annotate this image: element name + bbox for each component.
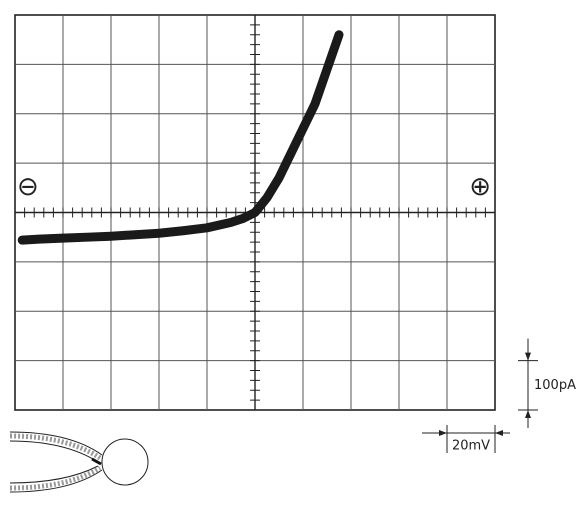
scale-label: 100pA — [534, 378, 576, 393]
scale-label: 20mV — [452, 439, 490, 454]
polarity-label: ⊕ — [469, 172, 491, 202]
polarity-label: ⊖ — [17, 172, 39, 202]
pipette-diagram — [10, 432, 148, 492]
trace — [22, 35, 339, 240]
chart: ⊖ ⊕ 100pA 20mV — [0, 0, 585, 505]
